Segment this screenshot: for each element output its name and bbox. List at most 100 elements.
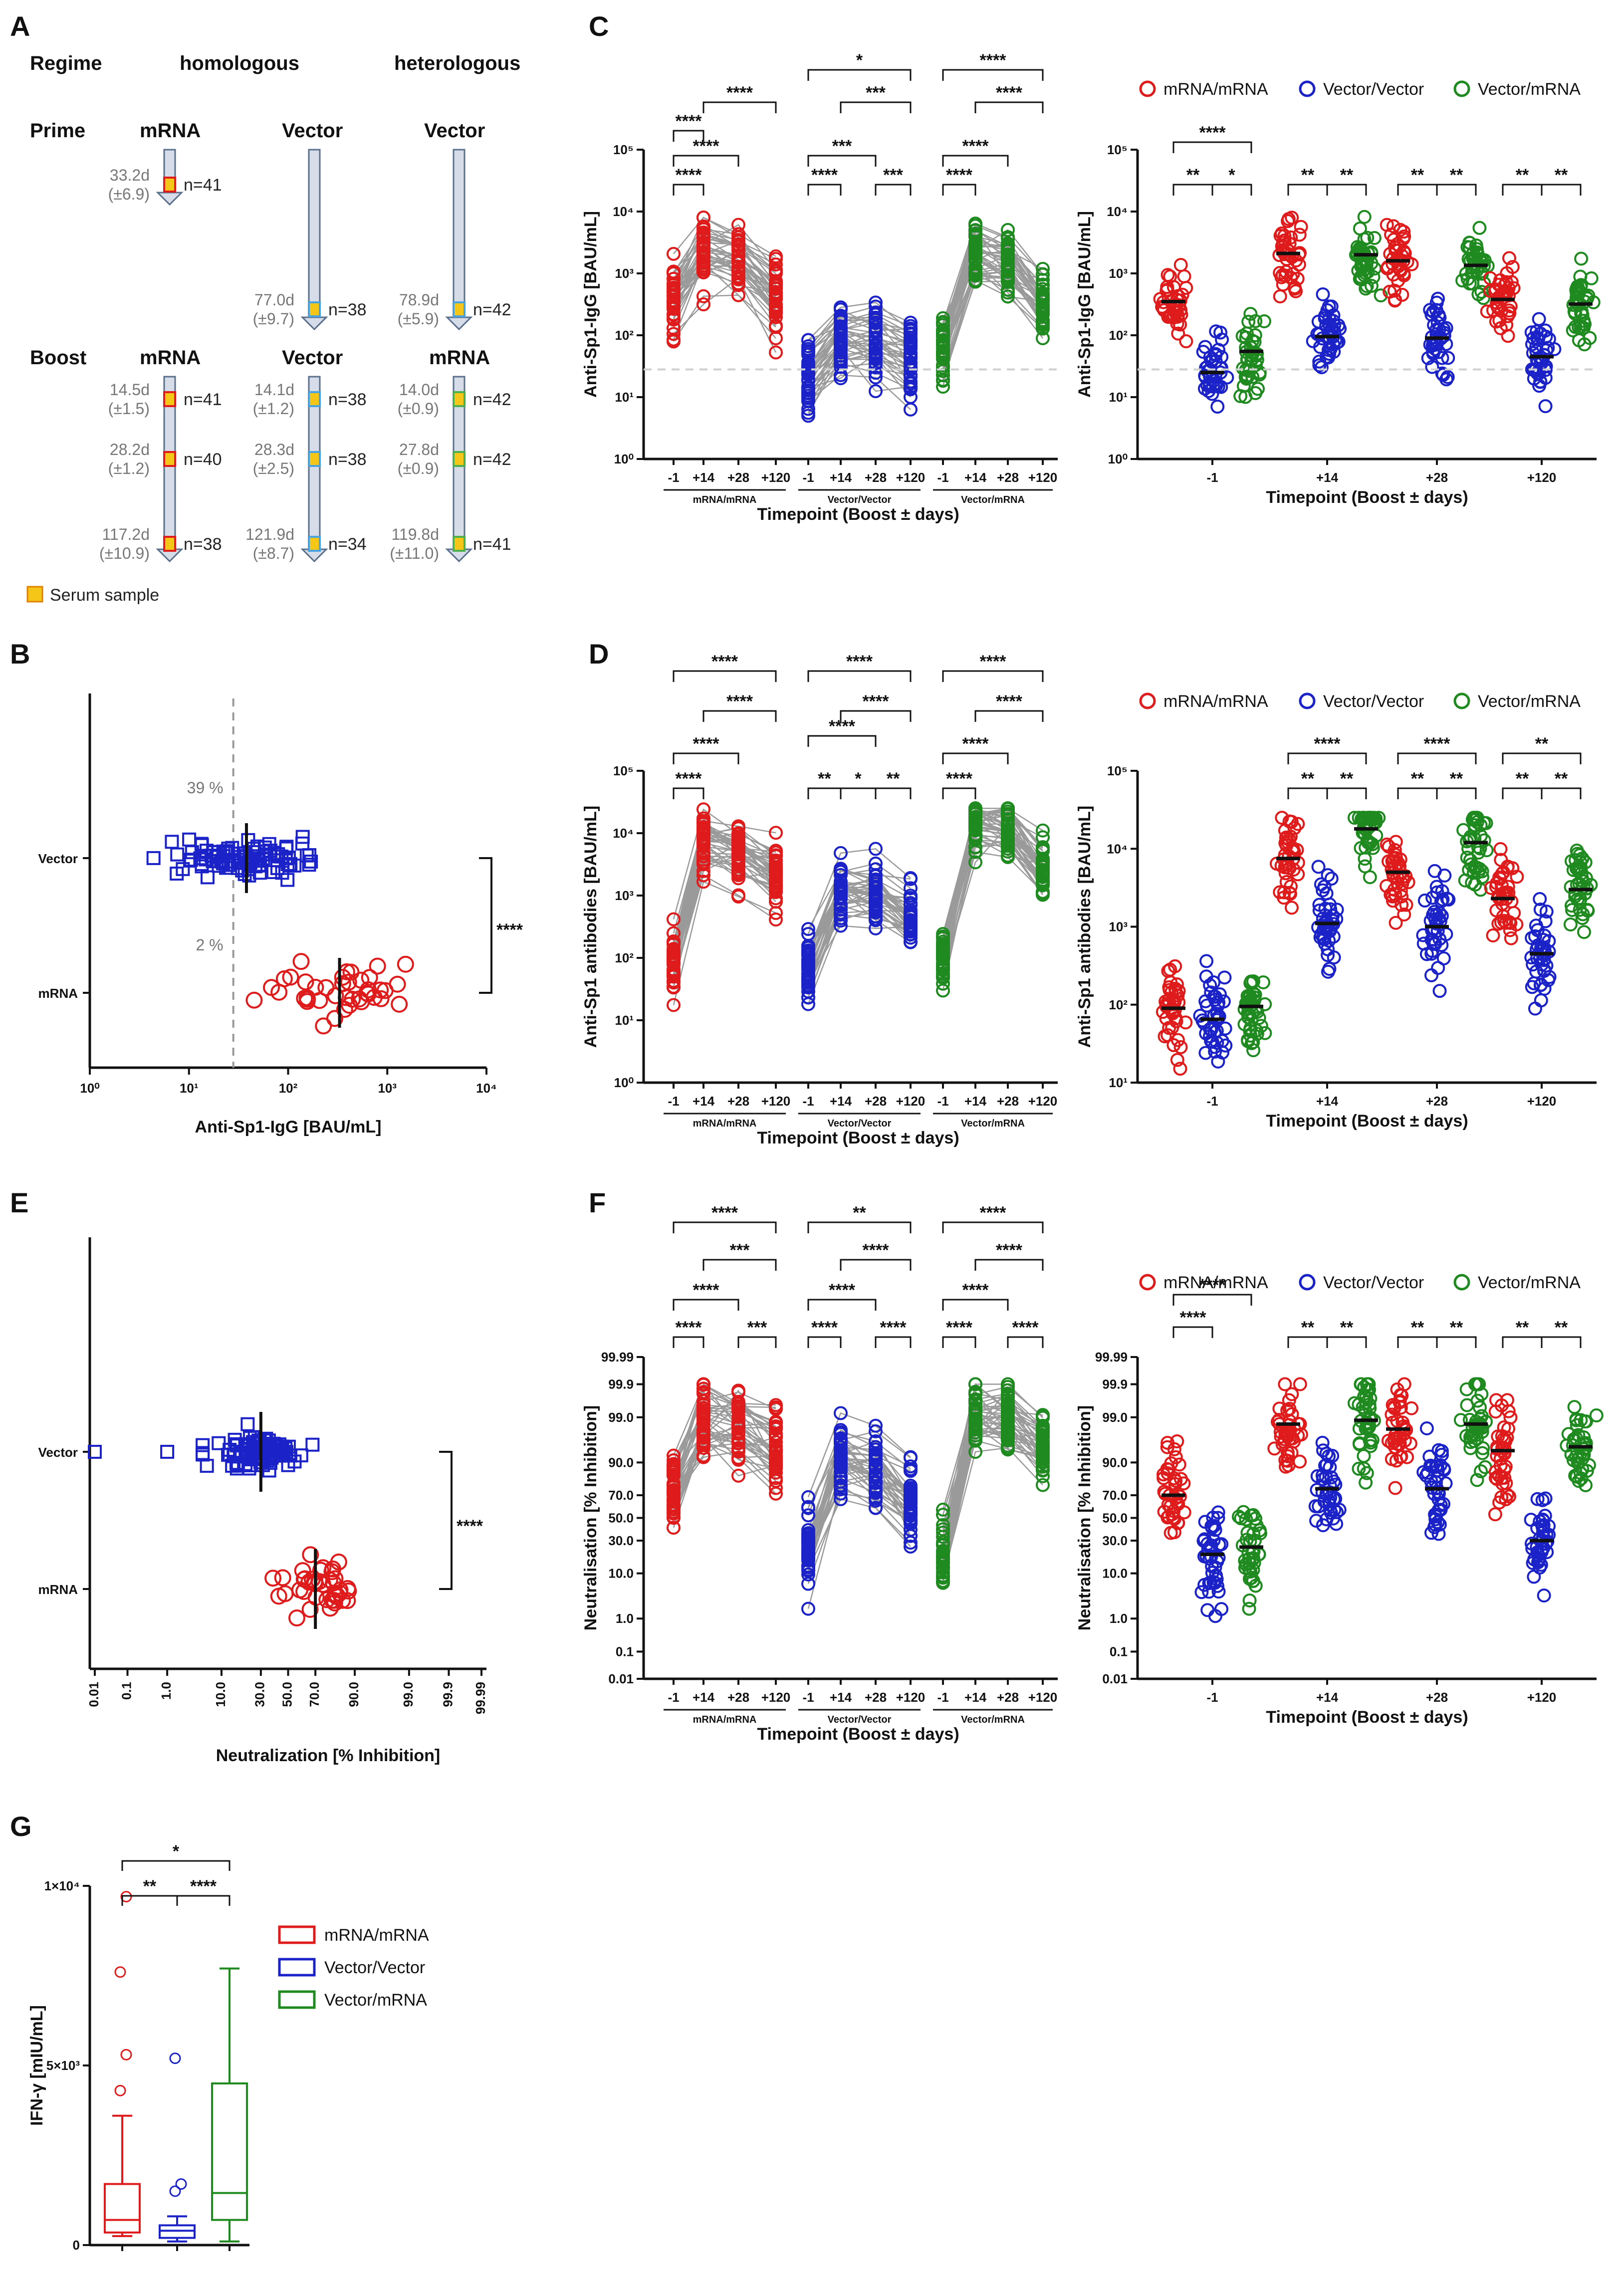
data-point bbox=[731, 836, 745, 851]
boost-sample-day: 14.0d bbox=[399, 381, 439, 399]
data-point-Vector/Vector bbox=[1204, 354, 1219, 369]
data-point bbox=[968, 273, 982, 287]
data-point bbox=[968, 227, 982, 241]
data-point bbox=[667, 954, 681, 968]
data-point bbox=[904, 355, 918, 370]
x-tick-label: 90.0 bbox=[346, 1682, 361, 1707]
significance-stars: **** bbox=[726, 692, 753, 711]
prime-sample-day-3: 78.9d bbox=[399, 291, 439, 309]
significance-stars: **** bbox=[863, 1241, 890, 1260]
data-point-Vector/mRNA bbox=[1572, 333, 1586, 348]
significance-stars: **** bbox=[811, 1318, 838, 1337]
significance-stars: ** bbox=[1555, 769, 1568, 788]
x-tick-label: +120 bbox=[1527, 470, 1557, 485]
boost-sample-sd: (±11.0) bbox=[390, 544, 439, 562]
paired-line bbox=[673, 262, 776, 314]
data-point bbox=[731, 288, 745, 302]
boost-sample-n: n=38 bbox=[328, 450, 367, 469]
legend-label-Vector/Vector: Vector/Vector bbox=[1323, 1273, 1424, 1292]
data-point bbox=[731, 827, 745, 842]
legend-box-mRNA/mRNA bbox=[278, 1925, 316, 1944]
regime-label: Regime bbox=[30, 52, 102, 74]
x-tick-label: 99.9 bbox=[440, 1682, 455, 1707]
data-point bbox=[769, 257, 783, 272]
paired-lines-Vector/mRNA bbox=[942, 223, 1044, 387]
data-point bbox=[731, 871, 745, 886]
x-tick-label: +120 bbox=[1028, 1094, 1058, 1109]
data-point-mrna bbox=[297, 973, 314, 991]
panel-c-left-chart: 10⁰ 10¹ 10² 10³ 10⁴ 10⁵ Anti-Sp1-IgG [BAU/mL] -… bbox=[581, 51, 1058, 524]
data-point-mRNA/mRNA bbox=[1499, 275, 1514, 289]
legend-label-Vector/Vector: Vector/Vector bbox=[1323, 692, 1424, 711]
data-point bbox=[667, 327, 681, 341]
x-tick-label: +28 bbox=[727, 470, 749, 485]
x-tick-label: +14 bbox=[964, 470, 987, 485]
y-tick-label: 10³ bbox=[1109, 919, 1128, 934]
data-point-mRNA/mRNA bbox=[1177, 269, 1191, 283]
data-point-mRNA/mRNA bbox=[1294, 220, 1308, 234]
paired-line bbox=[673, 808, 776, 919]
data-point-Vector/mRNA bbox=[1239, 371, 1254, 386]
panel-d-left-chart: 10⁰ 10¹ 10² 10³ 10⁴ 10⁵ Anti-Sp1 antibodies [B… bbox=[581, 652, 1058, 1147]
x-axis-label: Timepoint (Boost ± days) bbox=[757, 1129, 959, 1147]
data-point-mrna bbox=[369, 957, 386, 975]
data-point bbox=[1001, 289, 1015, 304]
data-point-mrna bbox=[298, 989, 316, 1006]
paired-line bbox=[942, 254, 1044, 354]
paired-line bbox=[673, 881, 776, 1005]
y-tick-label: 10⁴ bbox=[613, 204, 634, 219]
y-tick-label: 1.0 bbox=[616, 1611, 634, 1626]
data-point-Vector/Vector bbox=[1318, 311, 1332, 326]
data-point-Vector/mRNA bbox=[1589, 1408, 1604, 1423]
legend-marker-Vector/Vector bbox=[1299, 1274, 1316, 1291]
legend-marker-Vector/mRNA bbox=[1453, 80, 1470, 97]
data-point bbox=[1001, 223, 1015, 237]
boost-label: Boost bbox=[30, 347, 86, 369]
boost-sample-3-2 bbox=[453, 451, 465, 467]
paired-line bbox=[808, 311, 911, 353]
significance-stars: ** bbox=[1340, 769, 1354, 788]
data-point-mRNA/mRNA bbox=[1278, 1377, 1292, 1391]
paired-line bbox=[808, 358, 911, 388]
data-point bbox=[696, 254, 710, 268]
data-point bbox=[801, 342, 815, 356]
paired-line bbox=[673, 226, 776, 273]
data-point-mRNA/mRNA bbox=[1488, 284, 1502, 299]
data-point-mrna bbox=[292, 953, 310, 970]
boost-sample-day: 117.2d bbox=[102, 525, 150, 543]
data-point bbox=[696, 261, 710, 275]
legend-label-Vector/mRNA: Vector/mRNA bbox=[1478, 80, 1581, 99]
data-point bbox=[769, 878, 783, 893]
data-point-mRNA/mRNA bbox=[1386, 256, 1400, 271]
x-tick-label: 99.99 bbox=[473, 1682, 488, 1714]
x-tick-label: 10³ bbox=[378, 1081, 397, 1096]
paired-line bbox=[808, 337, 911, 375]
significance-bracket bbox=[807, 1299, 877, 1311]
data-point bbox=[869, 366, 883, 380]
data-point-vector bbox=[225, 841, 239, 855]
percent-below-vector: 39 % bbox=[187, 779, 224, 797]
data-point bbox=[731, 256, 745, 270]
significance-bracket bbox=[439, 1451, 453, 1590]
data-point bbox=[1001, 244, 1015, 258]
significance-bracket bbox=[1326, 184, 1367, 196]
significance-stars: *** bbox=[730, 1241, 750, 1260]
boost-sample-day: 14.5d bbox=[110, 381, 150, 399]
data-point-Vector/Vector bbox=[1194, 1585, 1209, 1599]
data-point bbox=[904, 402, 918, 417]
boost-sample-sd: (±1.2) bbox=[108, 459, 150, 477]
significance-stars: *** bbox=[832, 137, 852, 156]
significance-stars: * bbox=[855, 769, 862, 788]
paired-lines-Vector/mRNA bbox=[942, 807, 1044, 991]
group-label: Vector/Vector bbox=[828, 1714, 892, 1725]
significance-bracket bbox=[840, 1259, 912, 1271]
significance-stars: ** bbox=[1301, 166, 1315, 185]
y-axis-label: Neutralisation [% Inhibition] bbox=[1075, 1405, 1094, 1630]
significance-bracket bbox=[942, 752, 1009, 764]
y-axis-label: IFN-γ [mIU/mL] bbox=[27, 2005, 46, 2126]
y-tick-label: 10⁵ bbox=[1107, 142, 1128, 157]
y-tick-label: 90.0 bbox=[608, 1455, 634, 1470]
data-point-Vector/mRNA bbox=[1357, 1449, 1371, 1463]
significance-stars: **** bbox=[996, 83, 1023, 102]
boost-sample-n: n=38 bbox=[328, 390, 367, 409]
